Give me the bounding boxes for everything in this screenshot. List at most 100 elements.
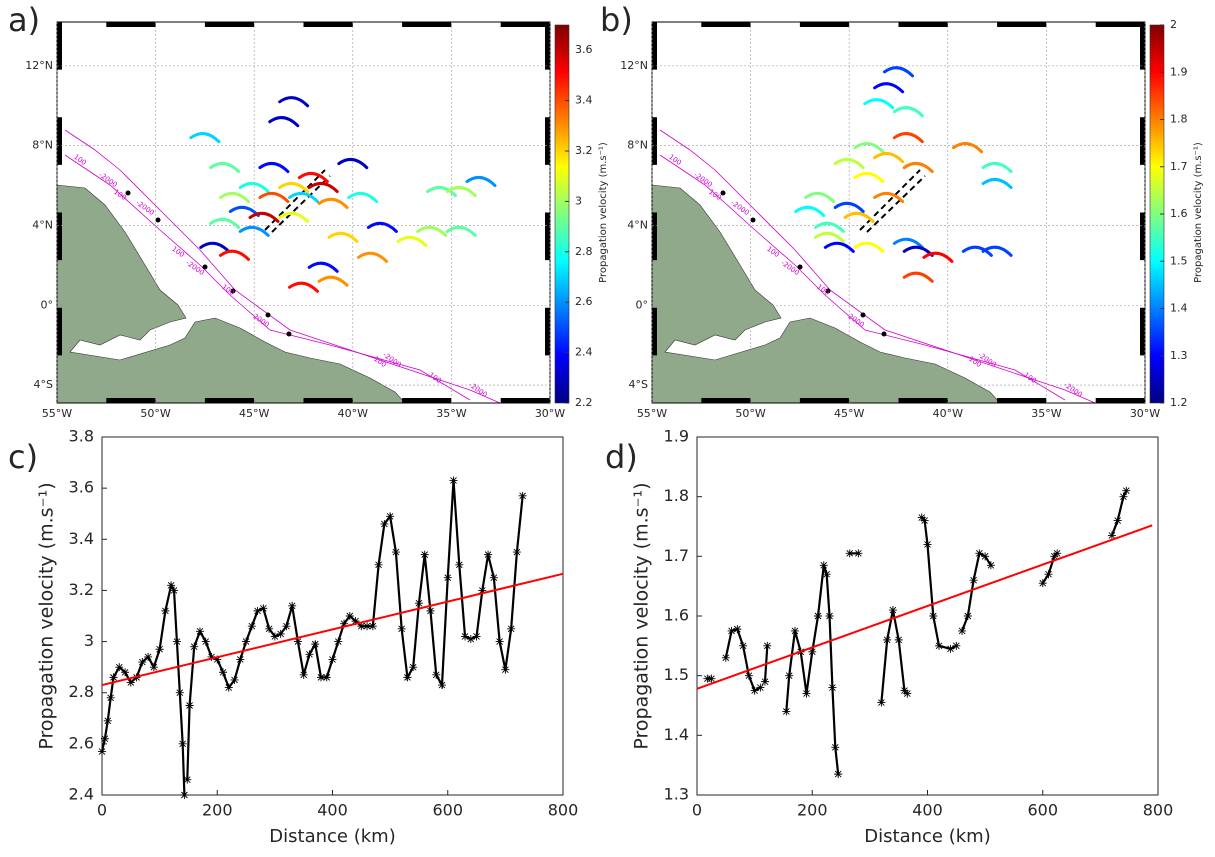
star-marker xyxy=(739,641,748,650)
border-bar xyxy=(652,212,657,261)
star-marker xyxy=(270,632,279,641)
star-marker xyxy=(518,491,527,500)
star-marker xyxy=(1038,579,1047,588)
star-marker xyxy=(707,674,716,683)
star-marker xyxy=(201,637,210,646)
velocity-arc xyxy=(238,181,270,194)
x-tick-label: 50°W xyxy=(140,407,170,420)
colorbar-tick-label: 2.2 xyxy=(575,396,593,409)
y-tick-label: 2.6 xyxy=(69,733,94,752)
velocity-arc xyxy=(307,261,339,273)
y-tick-label: 2.4 xyxy=(69,785,94,804)
y-tick-label: 1.3 xyxy=(664,785,689,804)
colorbar-tick-label: 1.8 xyxy=(1170,113,1188,126)
contour-label: -2000 xyxy=(692,171,713,189)
star-marker xyxy=(819,561,828,570)
star-marker xyxy=(167,581,176,590)
star-marker xyxy=(328,655,337,664)
star-marker xyxy=(763,641,772,650)
colorbar-tick-label: 1.3 xyxy=(1170,349,1188,362)
star-marker xyxy=(733,625,742,634)
velocity-arc xyxy=(853,171,885,184)
contour-label: -2000 xyxy=(729,199,750,217)
star-marker xyxy=(507,624,516,633)
star-marker xyxy=(466,635,475,644)
star-marker xyxy=(946,644,955,653)
star-marker xyxy=(432,670,441,679)
y-tick-label: 1.5 xyxy=(664,665,689,684)
panel-label: b) xyxy=(600,1,633,39)
x-tick-label: 600 xyxy=(1027,801,1058,820)
velocity-arc xyxy=(873,82,905,94)
colorbar-tick-label: 1.2 xyxy=(1170,396,1188,409)
star-marker xyxy=(180,791,189,799)
star-marker xyxy=(929,612,938,620)
contour-label: -2000 xyxy=(184,259,205,277)
x-tick-label: 200 xyxy=(202,801,233,820)
star-marker xyxy=(1113,516,1122,525)
contour-label: 100 xyxy=(707,188,723,202)
colorbar-tick-label: 1.4 xyxy=(1170,302,1188,315)
star-marker xyxy=(1107,531,1116,540)
star-marker xyxy=(420,550,429,559)
border-bar xyxy=(204,22,255,27)
star-marker xyxy=(437,681,446,690)
velocity-arc xyxy=(218,191,250,204)
border-bar xyxy=(701,398,751,403)
border-bar xyxy=(652,117,657,165)
colorbar-tick-label: 3 xyxy=(575,194,582,207)
star-marker xyxy=(115,663,124,672)
star-marker xyxy=(178,739,187,748)
x-tick-label: 35°W xyxy=(1031,407,1061,420)
x-tick-label: 45°W xyxy=(834,407,864,420)
star-marker xyxy=(426,606,435,615)
border-bar xyxy=(545,117,550,165)
velocity-arc xyxy=(813,221,845,233)
x-tick-label: 35°W xyxy=(436,407,466,420)
star-marker xyxy=(386,512,395,521)
border-bar xyxy=(106,22,156,27)
contour-label: 100 xyxy=(765,245,781,259)
star-marker xyxy=(790,626,799,635)
series-line xyxy=(696,524,1153,690)
star-marker xyxy=(106,693,115,702)
star-marker xyxy=(183,775,192,784)
velocity-arc xyxy=(248,211,280,223)
border-bar xyxy=(1140,307,1145,356)
star-marker xyxy=(126,678,135,687)
star-marker xyxy=(501,665,510,674)
border-bar xyxy=(57,307,62,356)
star-marker xyxy=(345,612,354,620)
star-marker xyxy=(484,550,493,559)
x-tick-label: 40°W xyxy=(933,407,963,420)
land-a xyxy=(57,129,501,403)
y-tick-label: 4°S xyxy=(34,378,53,391)
star-marker xyxy=(814,612,823,620)
star-marker xyxy=(877,698,886,707)
velocity-arc xyxy=(268,116,300,128)
border-bar xyxy=(1095,398,1145,403)
border-bar xyxy=(1140,212,1145,261)
velocity-arc xyxy=(209,161,241,174)
colorbar-tick-label: 3.4 xyxy=(575,94,593,107)
star-marker xyxy=(760,677,769,686)
star-marker xyxy=(374,560,383,569)
star-marker xyxy=(397,624,406,633)
star-marker xyxy=(963,612,972,620)
star-marker xyxy=(478,586,487,595)
star-marker xyxy=(495,637,504,646)
star-marker xyxy=(185,701,194,710)
velocity-arc xyxy=(873,191,905,204)
y-tick-label: 8°N xyxy=(627,139,648,152)
x-tick-label: 400 xyxy=(912,801,943,820)
x-tick-label: 50°W xyxy=(735,407,765,420)
star-marker xyxy=(472,632,481,641)
velocity-arc xyxy=(853,142,885,154)
border-bar xyxy=(303,398,353,403)
velocity-arc xyxy=(416,225,448,237)
colorbar-label: Propagation velocity (m.s⁻¹) xyxy=(1193,142,1204,283)
x-tick-label: 40°W xyxy=(338,407,368,420)
star-marker xyxy=(831,743,840,752)
colorbar-tick-label: 2 xyxy=(1170,18,1177,31)
x-tick-label: 800 xyxy=(548,801,579,820)
